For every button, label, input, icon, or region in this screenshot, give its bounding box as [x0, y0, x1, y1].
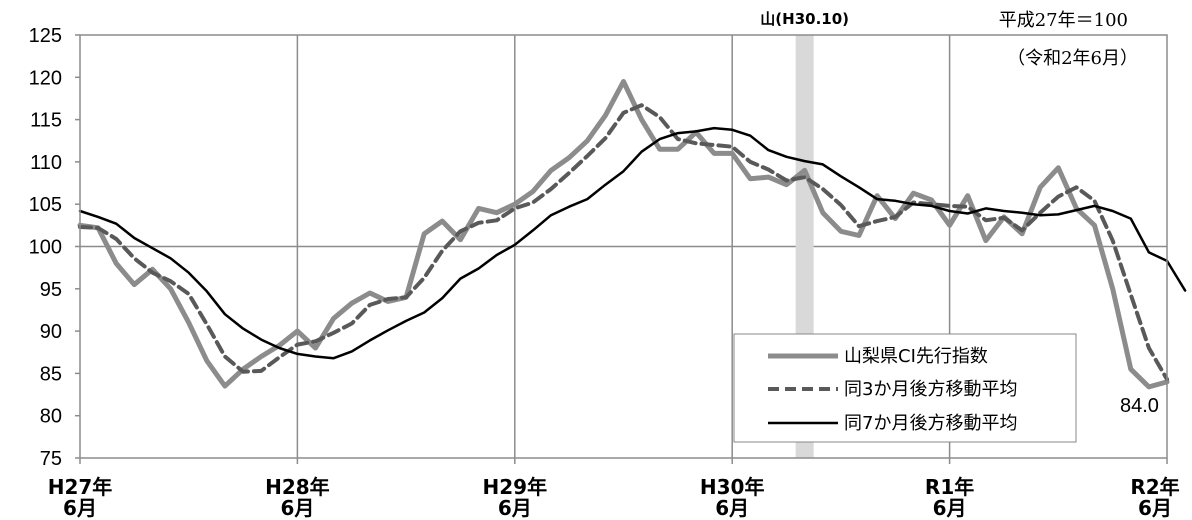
y-tick-label: 125	[29, 25, 62, 47]
x-tick-label-year: H29年	[483, 475, 548, 499]
x-tick-label-month: 6月	[933, 496, 967, 520]
y-tick-label: 75	[40, 448, 62, 470]
y-tick-label: 120	[29, 67, 62, 89]
series-line-thin	[78, 126, 1187, 360]
y-tick-label: 80	[40, 406, 62, 428]
y-tick-label: 85	[40, 363, 62, 385]
period-note: （令和2年6月）	[1007, 48, 1138, 69]
legend-label-7m: 同7か月後方移動平均	[844, 413, 1017, 434]
x-tick-label-year: H28年	[265, 475, 330, 499]
axes	[75, 34, 1168, 464]
x-tick-label-month: 6月	[715, 496, 749, 520]
series-line-thick	[77, 79, 1170, 390]
y-tick-label: 105	[29, 194, 62, 216]
y-axis-tick-labels: 75 80 85 90 95 100 105 110 115 120 125	[29, 25, 62, 470]
series-line-dashed	[78, 103, 1169, 382]
x-tick-label-year: H27年	[48, 475, 113, 499]
x-tick-label-year: H30年	[700, 475, 765, 499]
x-tick-label-year: R1年	[925, 475, 974, 499]
x-tick-label-month: 6月	[280, 496, 314, 520]
x-tick-label-month: 6月	[1138, 496, 1172, 520]
base-note: 平成27年＝100	[999, 10, 1128, 31]
y-tick-label: 90	[40, 321, 62, 343]
legend: 山梨県CI先行指数 同3か月後方移動平均 同7か月後方移動平均	[733, 333, 1077, 443]
series-lines	[77, 79, 1187, 390]
grid-lines	[80, 35, 1167, 458]
y-tick-label: 110	[30, 152, 62, 174]
y-tick-label: 95	[40, 279, 62, 301]
x-tick-label-year: R2年	[1130, 475, 1179, 499]
legend-label-ci: 山梨県CI先行指数	[844, 346, 988, 367]
y-tick-label: 115	[30, 110, 62, 132]
legend-label-3m: 同3か月後方移動平均	[844, 379, 1017, 400]
peak-label: 山(H30.10)	[760, 10, 849, 28]
y-tick-label: 100	[29, 237, 62, 259]
x-tick-label-month: 6月	[498, 496, 532, 520]
x-tick-label-month: 6月	[63, 496, 97, 520]
end-value-label: 84.0	[1120, 395, 1159, 417]
